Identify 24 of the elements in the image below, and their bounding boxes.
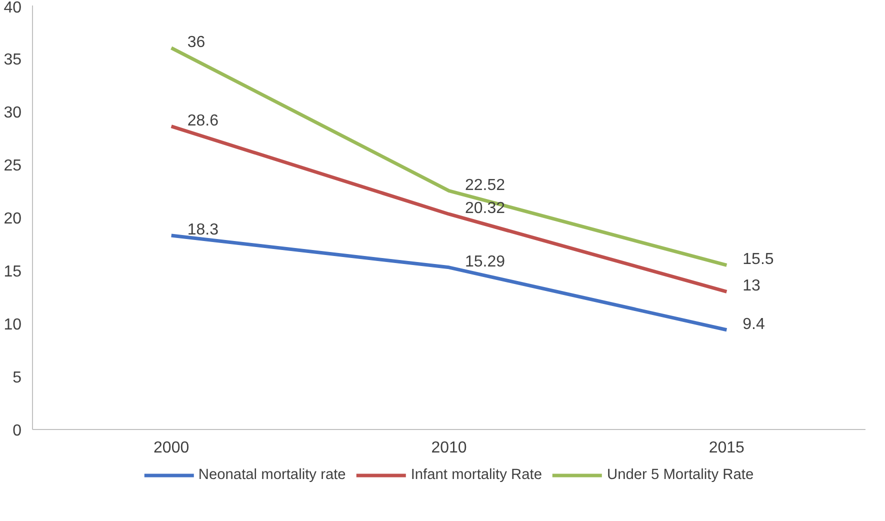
data-label: 28.6	[187, 112, 219, 130]
y-tick-label: 25	[4, 158, 22, 174]
y-tick-label: 15	[4, 264, 22, 280]
x-tick-label: 2010	[431, 440, 467, 456]
data-label: 18.3	[187, 222, 219, 239]
data-label: 22.52	[465, 176, 506, 194]
y-tick-label: 10	[4, 316, 22, 334]
y-tick-label: 5	[12, 370, 22, 386]
legend-label: Neonatal mortality rate	[198, 467, 346, 483]
y-tick-label: 0	[12, 422, 22, 440]
data-label: 20.32	[465, 200, 506, 218]
data-label: 13	[742, 278, 761, 295]
data-label: 9.4	[742, 316, 766, 333]
x-tick-label: 2000	[154, 440, 190, 456]
data-label: 36	[187, 34, 206, 51]
y-tick-label: 35	[4, 52, 22, 68]
legend-label: Infant mortality Rate	[410, 467, 542, 483]
x-tick-label: 2015	[708, 440, 745, 456]
data-label: 15.5	[742, 251, 774, 268]
y-tick-label: 30	[4, 104, 22, 122]
y-tick-label: 40	[4, 0, 22, 16]
data-label: 15.29	[465, 253, 506, 270]
y-tick-label: 20	[4, 210, 22, 228]
legend-label: Under 5 Mortality Rate	[606, 467, 754, 483]
